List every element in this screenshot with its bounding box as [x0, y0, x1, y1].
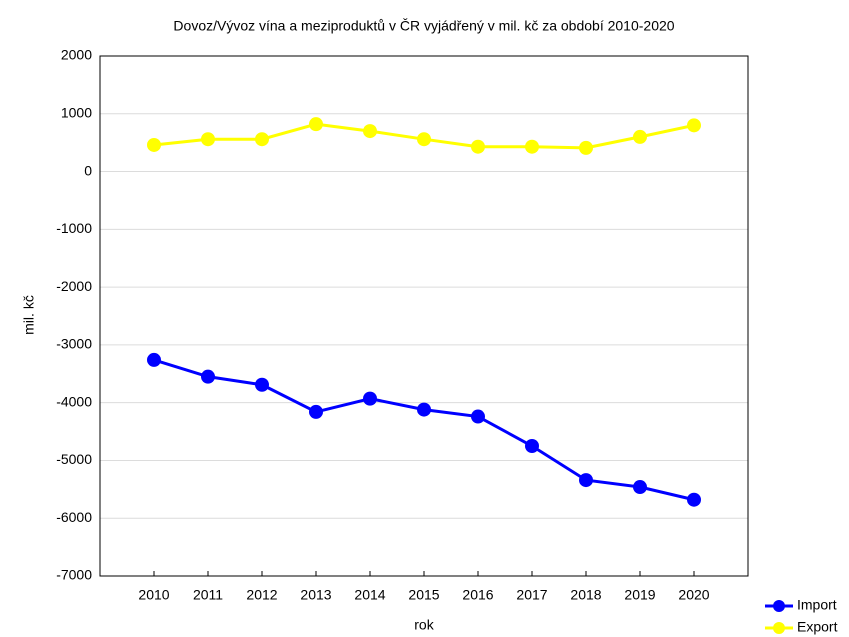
data-point [201, 369, 215, 384]
data-point [363, 391, 377, 406]
data-point [687, 118, 701, 133]
x-tick-label: 2015 [408, 587, 439, 603]
data-point [147, 137, 161, 152]
y-tick-label: -4000 [56, 393, 92, 409]
x-tick-label: 2018 [570, 587, 601, 603]
series-line [153, 358, 695, 502]
x-tick-label: 2012 [246, 587, 277, 603]
data-point [633, 480, 647, 495]
chart-title: Dovoz/Vývoz vína a meziproduktů v ČR vyj… [173, 18, 674, 34]
data-point [471, 139, 485, 154]
x-tick-label: 2013 [300, 587, 331, 603]
x-tick-label: 2010 [138, 587, 169, 603]
x-axis-label: rok [414, 617, 434, 633]
y-tick-label: -6000 [56, 509, 92, 525]
data-point [579, 140, 593, 155]
y-tick-label: -5000 [56, 451, 92, 467]
data-point [309, 117, 323, 132]
y-tick-label: -7000 [56, 567, 92, 583]
data-point [309, 404, 323, 419]
legend-label: Import [797, 597, 837, 613]
legend-marker [773, 600, 785, 612]
y-tick-label: -3000 [56, 336, 92, 352]
y-axis-label: mil. kč [21, 295, 37, 335]
y-tick-label: 0 [84, 162, 92, 178]
legend-label: Export [797, 619, 838, 635]
x-tick-label: 2011 [193, 587, 223, 603]
data-point [147, 352, 161, 367]
y-tick-label: 2000 [61, 47, 92, 63]
data-point [201, 132, 215, 147]
y-tick-label: -2000 [56, 278, 92, 294]
data-point [687, 492, 701, 507]
x-tick-label: 2014 [354, 587, 385, 603]
x-tick-label: 2020 [678, 587, 709, 603]
x-tick-label: 2019 [624, 587, 655, 603]
x-tick-label: 2016 [462, 587, 493, 603]
data-point [255, 132, 269, 147]
x-tick-label: 2017 [516, 587, 547, 603]
data-point [417, 402, 431, 417]
data-point [471, 409, 485, 424]
data-point [363, 124, 377, 139]
data-point [255, 377, 269, 392]
y-tick-label: -1000 [56, 220, 92, 236]
data-point [579, 473, 593, 488]
data-point [525, 439, 539, 453]
data-point [525, 139, 539, 154]
legend-marker [773, 622, 785, 634]
data-point [633, 129, 647, 144]
data-point [417, 132, 431, 147]
y-tick-label: 1000 [61, 104, 92, 120]
